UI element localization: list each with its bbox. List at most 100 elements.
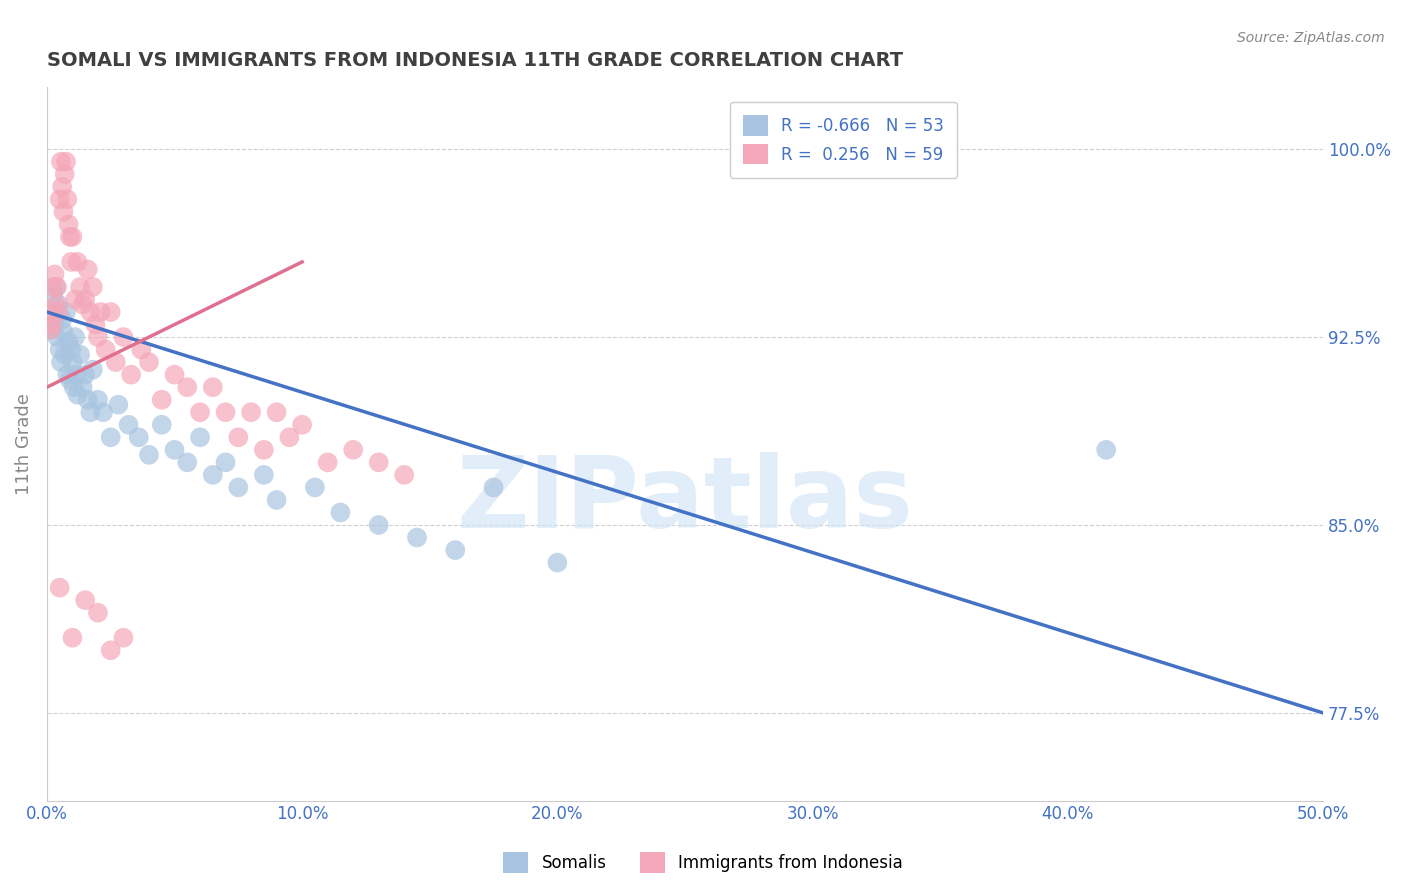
Point: [51, 179, 73, 194]
Point: [46, 280, 69, 294]
Point: [44, 268, 66, 282]
Point: [45, 280, 67, 294]
Point: [406, 531, 429, 545]
Point: [266, 492, 288, 507]
Point: [48, 581, 70, 595]
Point: [278, 430, 301, 444]
Point: [62, 380, 84, 394]
Point: [48, 343, 70, 357]
Point: [39, 305, 62, 319]
Point: [100, 305, 122, 319]
Point: [240, 405, 263, 419]
Point: [58, 217, 80, 231]
Point: [39, 322, 62, 336]
Point: [163, 442, 186, 457]
Point: [546, 556, 568, 570]
Point: [120, 368, 142, 382]
Text: ZIPatlas: ZIPatlas: [457, 452, 914, 549]
Point: [59, 373, 82, 387]
Point: [79, 305, 101, 319]
Point: [117, 417, 139, 432]
Y-axis label: 11th Grade: 11th Grade: [15, 392, 32, 494]
Point: [253, 467, 276, 482]
Point: [94, 343, 117, 357]
Point: [48, 305, 70, 319]
Point: [76, 262, 98, 277]
Point: [46, 330, 69, 344]
Point: [1121, 881, 1143, 892]
Point: [52, 204, 75, 219]
Point: [163, 368, 186, 382]
Point: [188, 405, 211, 419]
Point: [69, 348, 91, 362]
Point: [87, 606, 110, 620]
Point: [82, 280, 104, 294]
Point: [62, 230, 84, 244]
Point: [72, 380, 94, 394]
Point: [367, 455, 389, 469]
Point: [266, 405, 288, 419]
Point: [60, 343, 83, 357]
Point: [253, 442, 276, 457]
Point: [176, 455, 198, 469]
Point: [444, 543, 467, 558]
Point: [84, 318, 107, 332]
Point: [42, 287, 65, 301]
Text: Source: ZipAtlas.com: Source: ZipAtlas.com: [1237, 31, 1385, 45]
Point: [291, 417, 314, 432]
Point: [63, 293, 86, 307]
Point: [228, 480, 250, 494]
Point: [38, 305, 60, 319]
Point: [48, 192, 70, 206]
Point: [58, 335, 80, 350]
Point: [49, 154, 72, 169]
Point: [44, 318, 66, 332]
Point: [53, 167, 76, 181]
Point: [342, 442, 364, 457]
Point: [41, 322, 63, 336]
Point: [131, 343, 153, 357]
Point: [100, 430, 122, 444]
Point: [87, 330, 110, 344]
Point: [188, 430, 211, 444]
Text: SOMALI VS IMMIGRANTS FROM INDONESIA 11TH GRADE CORRELATION CHART: SOMALI VS IMMIGRANTS FROM INDONESIA 11TH…: [46, 51, 903, 70]
Point: [150, 392, 173, 407]
Point: [41, 318, 63, 332]
Point: [304, 480, 326, 494]
Point: [82, 362, 104, 376]
Point: [138, 448, 160, 462]
Point: [214, 405, 236, 419]
Point: [45, 297, 67, 311]
Legend: R = -0.666   N = 53, R =  0.256   N = 59: R = -0.666 N = 53, R = 0.256 N = 59: [730, 102, 957, 178]
Point: [112, 631, 135, 645]
Point: [72, 297, 94, 311]
Point: [48, 297, 70, 311]
Point: [69, 280, 91, 294]
Point: [51, 312, 73, 326]
Point: [63, 330, 86, 344]
Point: [60, 255, 83, 269]
Legend: Somalis, Immigrants from Indonesia: Somalis, Immigrants from Indonesia: [496, 846, 910, 880]
Point: [228, 430, 250, 444]
Point: [62, 355, 84, 369]
Point: [138, 355, 160, 369]
Point: [53, 348, 76, 362]
Point: [79, 405, 101, 419]
Point: [66, 387, 89, 401]
Point: [112, 330, 135, 344]
Point: [65, 368, 87, 382]
Point: [482, 480, 505, 494]
Point: [394, 467, 416, 482]
Point: [201, 467, 224, 482]
Point: [201, 380, 224, 394]
Point: [55, 305, 77, 319]
Point: [75, 593, 97, 607]
Point: [75, 293, 97, 307]
Point: [52, 325, 75, 339]
Point: [87, 392, 110, 407]
Point: [55, 154, 77, 169]
Point: [76, 392, 98, 407]
Point: [42, 280, 65, 294]
Point: [89, 305, 111, 319]
Point: [150, 417, 173, 432]
